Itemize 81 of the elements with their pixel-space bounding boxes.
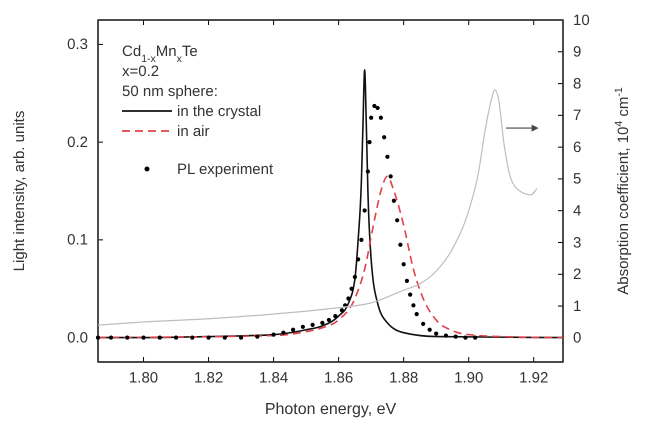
y-tick-label: 0.1	[67, 232, 88, 249]
point	[238, 335, 244, 340]
point	[255, 334, 260, 339]
x-tick-label: 1.80	[128, 370, 158, 387]
point	[473, 335, 478, 340]
point	[359, 238, 364, 242]
y-axis-title: Light intensity, arb. units	[11, 110, 28, 272]
point	[310, 322, 315, 327]
y2-tick-label: 0	[573, 330, 582, 347]
point	[434, 332, 438, 336]
x-tick-label: 1.84	[258, 370, 288, 387]
annotation: 50 nm sphere:	[122, 83, 218, 100]
point	[414, 312, 419, 316]
y-tick-label: 0.3	[67, 36, 88, 54]
x-axis-title: Photon energy, eV	[264, 401, 396, 418]
point	[190, 335, 194, 340]
point	[158, 335, 162, 340]
point	[346, 296, 350, 301]
point	[333, 314, 338, 318]
annotation: Cd$_{1-x}$Mn$_{x}$Te	[122, 43, 198, 65]
point	[385, 154, 390, 159]
line-series	[97, 176, 564, 338]
point	[206, 335, 211, 340]
point	[428, 328, 432, 332]
y-tick-label: 0.0	[67, 329, 88, 346]
point	[174, 335, 178, 340]
point	[395, 218, 400, 222]
point	[281, 330, 286, 335]
legend-label: PL experiment	[177, 161, 274, 178]
point	[388, 174, 393, 178]
point	[378, 116, 384, 120]
annotation: x=0.2	[122, 63, 160, 80]
point	[222, 335, 227, 340]
point	[356, 257, 360, 262]
point	[366, 169, 370, 174]
point	[376, 106, 380, 110]
point	[372, 104, 377, 108]
point	[402, 262, 406, 266]
x-tick-label: 1.92	[519, 370, 548, 387]
point	[454, 334, 458, 339]
point	[404, 278, 410, 284]
point	[290, 328, 296, 332]
y2-tick-label: 5	[573, 170, 582, 188]
point	[392, 198, 396, 203]
point	[369, 116, 374, 120]
point	[340, 308, 344, 312]
y2-tick-label: 9	[573, 44, 582, 61]
legend-label: in air	[177, 123, 210, 140]
y2-tick-label: 6	[573, 138, 582, 156]
y2-tick-label: 1	[573, 298, 582, 315]
point	[326, 318, 331, 322]
point	[411, 303, 416, 308]
y2-tick-label: 3	[573, 234, 582, 252]
x-tick-label: 1.82	[194, 370, 224, 387]
point	[398, 242, 403, 247]
x-tick-label: 1.88	[389, 370, 418, 387]
y2-tick-label: 8	[573, 75, 582, 92]
point	[463, 335, 468, 340]
y2-tick-label: 2	[573, 266, 582, 284]
y2-tick-label: 7	[573, 107, 582, 124]
point	[320, 320, 324, 326]
x-tick-label: 1.86	[324, 370, 354, 387]
point	[141, 335, 146, 340]
point	[362, 208, 367, 213]
point	[125, 335, 130, 340]
point	[96, 335, 100, 340]
x-tick-label: 1.90	[454, 370, 484, 387]
point	[352, 274, 357, 280]
point	[382, 135, 386, 140]
point	[408, 292, 412, 297]
point	[108, 335, 114, 340]
point	[300, 324, 305, 329]
point	[421, 322, 426, 326]
legend-label: in the crystal	[177, 103, 262, 120]
point	[367, 140, 372, 144]
y2-tick-label: 10	[573, 12, 590, 29]
point	[350, 286, 354, 291]
point	[271, 332, 276, 337]
y2-tick-label: 4	[573, 202, 582, 220]
point	[444, 334, 448, 338]
y-tick-label: 0.2	[67, 134, 88, 151]
